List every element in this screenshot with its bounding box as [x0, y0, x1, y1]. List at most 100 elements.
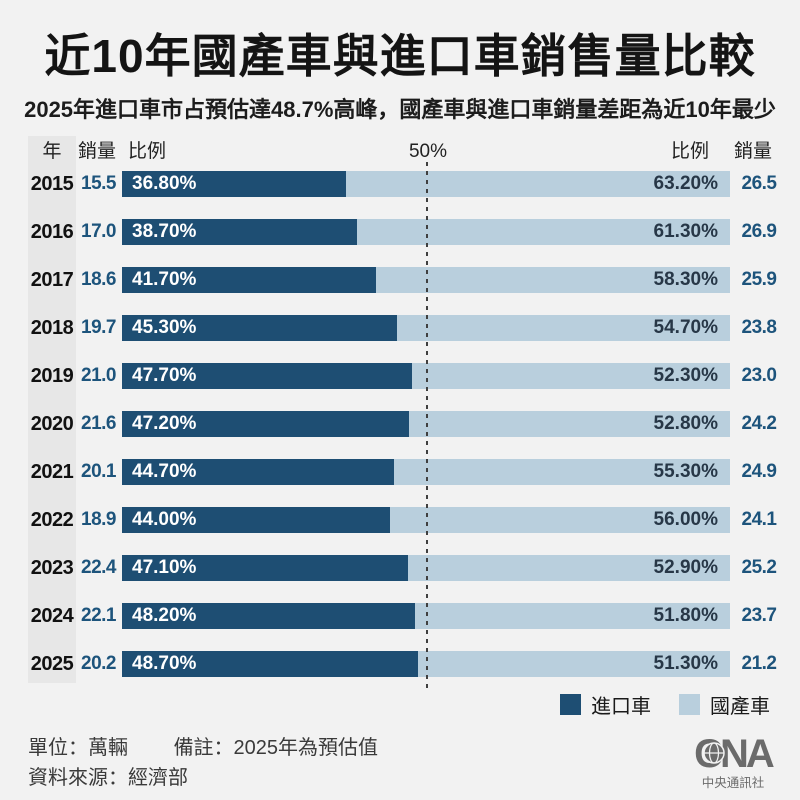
domestic-sales-value: 23.0	[741, 365, 777, 386]
year-label: 2017	[30, 269, 74, 291]
import-segment: 45.30%	[122, 315, 398, 341]
import-sales-value: 18.6	[81, 269, 116, 290]
chart-row-2020: 2020 21.6 47.20% 52.80% 24.2	[0, 411, 800, 437]
import-pct-label: 41.70%	[132, 269, 197, 290]
domestic-pct-label: 52.80%	[653, 413, 718, 434]
domestic-pct-label: 56.00%	[653, 509, 718, 530]
year-label: 2022	[30, 509, 74, 531]
chart-row-2022: 2022 18.9 44.00% 56.00% 24.1	[0, 507, 800, 533]
import-segment: 47.10%	[122, 555, 409, 581]
import-sales-value: 18.9	[81, 509, 116, 530]
stacked-bar: 38.70% 61.30%	[122, 219, 730, 245]
domestic-segment: 55.30%	[393, 459, 730, 485]
domestic-sales-value: 23.8	[741, 317, 777, 338]
domestic-sales-value: 24.9	[741, 461, 777, 482]
import-pct-label: 47.10%	[132, 557, 197, 578]
year-label: 2015	[30, 173, 74, 195]
stacked-bar: 48.70% 51.30%	[122, 651, 730, 677]
import-sales-value: 22.1	[81, 605, 116, 626]
import-segment: 48.70%	[122, 651, 419, 677]
fifty-percent-dashed-line	[426, 162, 428, 689]
stacked-bar: 45.30% 54.70%	[122, 315, 730, 341]
import-pct-label: 48.20%	[132, 605, 197, 626]
chart-row-2018: 2018 19.7 45.30% 54.70% 23.8	[0, 315, 800, 341]
center-line-label: 50%	[408, 141, 448, 162]
import-pct-label: 38.70%	[132, 221, 197, 242]
import-sales-value: 20.1	[81, 461, 116, 482]
import-pct-label: 47.70%	[132, 365, 197, 386]
domestic-segment: 51.80%	[415, 603, 730, 629]
stacked-bar: 47.20% 52.80%	[122, 411, 730, 437]
year-label: 2016	[30, 221, 74, 243]
year-label: 2020	[30, 413, 74, 435]
column-header-sales-left: 銷量	[77, 141, 116, 162]
legend-label-import: 進口車	[591, 695, 651, 718]
year-label: 2018	[30, 317, 74, 339]
domestic-sales-value: 24.2	[741, 413, 777, 434]
cna-logo: CNA 中央通訊社	[694, 732, 777, 790]
chart-row-2017: 2017 18.6 41.70% 58.30% 25.9	[0, 267, 800, 293]
stacked-bar: 36.80% 63.20%	[122, 171, 730, 197]
legend-swatch-domestic	[679, 693, 700, 715]
footer-unit: 單位：萬輛	[28, 737, 128, 759]
domestic-segment: 58.30%	[375, 267, 730, 293]
domestic-sales-value: 23.7	[741, 605, 777, 626]
chart-row-2019: 2019 21.0 47.70% 52.30% 23.0	[0, 363, 800, 389]
stacked-bar: 41.70% 58.30%	[122, 267, 730, 293]
domestic-segment: 63.20%	[345, 171, 730, 197]
import-segment: 36.80%	[122, 171, 346, 197]
domestic-pct-label: 54.70%	[653, 317, 718, 338]
import-segment: 38.70%	[122, 219, 358, 245]
domestic-sales-value: 21.2	[741, 653, 777, 674]
year-column-strip	[28, 136, 76, 683]
globe-icon	[703, 742, 725, 764]
domestic-sales-value: 26.5	[741, 173, 777, 194]
chart-row-2024: 2024 22.1 48.20% 51.80% 23.7	[0, 603, 800, 629]
domestic-segment: 54.70%	[397, 315, 730, 341]
chart-row-2025: 2025 20.2 48.70% 51.30% 21.2	[0, 651, 800, 677]
legend: 進口車 國產車	[560, 693, 770, 718]
domestic-pct-label: 52.90%	[653, 557, 718, 578]
column-header-ratio-right: 比例	[670, 141, 709, 162]
domestic-pct-label: 51.30%	[653, 653, 718, 674]
domestic-segment: 51.30%	[418, 651, 730, 677]
column-header-ratio-left: 比例	[128, 141, 167, 162]
import-pct-label: 45.30%	[132, 317, 197, 338]
domestic-segment: 52.80%	[408, 411, 730, 437]
year-label: 2019	[30, 365, 74, 387]
stacked-bar: 47.70% 52.30%	[122, 363, 730, 389]
chart-row-2016: 2016 17.0 38.70% 61.30% 26.9	[0, 219, 800, 245]
import-segment: 48.20%	[122, 603, 416, 629]
footer-source: 資料來源：經濟部	[28, 767, 188, 789]
domestic-segment: 61.30%	[357, 219, 730, 245]
stacked-bar: 48.20% 51.80%	[122, 603, 730, 629]
stacked-bar: 44.70% 55.30%	[122, 459, 730, 485]
column-header-year: 年	[42, 141, 62, 162]
import-segment: 44.70%	[122, 459, 394, 485]
import-sales-value: 21.0	[81, 365, 116, 386]
domestic-pct-label: 51.80%	[653, 605, 718, 626]
import-sales-value: 20.2	[81, 653, 116, 674]
import-pct-label: 48.70%	[132, 653, 197, 674]
page-subtitle: 2025年進口車市占預估達48.7%高峰，國產車與進口車銷量差距為近10年最少	[24, 97, 776, 122]
domestic-pct-label: 55.30%	[653, 461, 718, 482]
domestic-pct-label: 58.30%	[653, 269, 718, 290]
import-segment: 47.70%	[122, 363, 413, 389]
import-pct-label: 47.20%	[132, 413, 197, 434]
stacked-bar: 47.10% 52.90%	[122, 555, 730, 581]
stacked-bar: 44.00% 56.00%	[122, 507, 730, 533]
chart-row-2021: 2021 20.1 44.70% 55.30% 24.9	[0, 459, 800, 485]
import-pct-label: 36.80%	[132, 173, 197, 194]
column-header-sales-right: 銷量	[733, 141, 772, 162]
import-sales-value: 22.4	[81, 557, 116, 578]
import-sales-value: 15.5	[81, 173, 116, 194]
import-segment: 47.20%	[122, 411, 409, 437]
import-sales-value: 19.7	[81, 317, 116, 338]
import-segment: 41.70%	[122, 267, 376, 293]
year-label: 2024	[30, 605, 74, 627]
chart-row-2023: 2023 22.4 47.10% 52.90% 25.2	[0, 555, 800, 581]
import-pct-label: 44.70%	[132, 461, 197, 482]
import-pct-label: 44.00%	[132, 509, 197, 530]
domestic-pct-label: 61.30%	[653, 221, 718, 242]
